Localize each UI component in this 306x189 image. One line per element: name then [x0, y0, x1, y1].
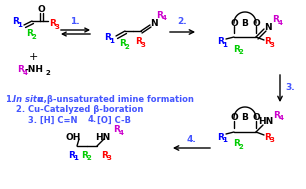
Text: HN: HN	[95, 133, 111, 143]
Text: α,β-unsaturated imine formation: α,β-unsaturated imine formation	[35, 95, 194, 105]
Text: 2: 2	[125, 44, 129, 50]
Text: 4: 4	[118, 130, 124, 136]
Text: OH: OH	[65, 133, 81, 143]
Text: 3: 3	[270, 137, 274, 143]
Text: 1: 1	[110, 38, 114, 44]
Text: 3: 3	[140, 42, 145, 48]
Text: 2: 2	[32, 34, 36, 40]
Text: [O] C-B: [O] C-B	[97, 115, 131, 125]
Text: R: R	[218, 37, 224, 46]
Text: R: R	[233, 44, 241, 53]
Text: 1: 1	[222, 42, 227, 48]
Text: N: N	[150, 19, 158, 28]
Text: In situ: In situ	[13, 95, 43, 105]
Text: R: R	[13, 18, 20, 26]
Text: 4.: 4.	[88, 115, 97, 125]
Text: 3.: 3.	[285, 84, 295, 92]
Text: 3: 3	[54, 24, 59, 30]
Text: 1.: 1.	[5, 95, 14, 105]
Text: -NH: -NH	[24, 66, 43, 74]
Text: R: R	[105, 33, 111, 43]
Text: R: R	[265, 37, 271, 46]
Text: O: O	[38, 5, 45, 13]
Text: 1.: 1.	[70, 18, 80, 26]
Text: R: R	[27, 29, 33, 39]
Text: N: N	[264, 22, 272, 32]
Text: 4: 4	[278, 115, 283, 121]
Text: 2: 2	[46, 70, 50, 76]
Text: 1: 1	[17, 22, 22, 28]
Text: R: R	[82, 150, 88, 160]
Text: O: O	[230, 114, 238, 122]
Text: 1: 1	[222, 137, 227, 143]
Text: R: R	[265, 132, 271, 142]
Text: R: R	[114, 125, 121, 135]
Text: 4: 4	[23, 70, 28, 76]
Text: 4: 4	[278, 20, 282, 26]
Text: O: O	[252, 114, 260, 122]
Text: 3: 3	[106, 155, 111, 161]
Text: 4: 4	[162, 15, 166, 21]
Text: R: R	[102, 150, 108, 160]
Text: R: R	[273, 15, 279, 25]
Text: 1: 1	[73, 155, 78, 161]
Text: R: R	[233, 139, 241, 149]
Text: B: B	[241, 114, 248, 122]
Text: 2: 2	[239, 49, 243, 55]
Text: O: O	[230, 19, 238, 28]
Text: 2.: 2.	[177, 18, 187, 26]
Text: R: R	[157, 11, 163, 19]
Text: R: R	[120, 40, 126, 49]
Text: R: R	[69, 150, 76, 160]
Text: HN: HN	[258, 118, 274, 126]
Text: 2: 2	[239, 144, 243, 150]
Text: 2: 2	[87, 155, 91, 161]
Text: 3. [H] C=N: 3. [H] C=N	[28, 115, 83, 125]
Text: R: R	[17, 66, 24, 74]
Text: 3: 3	[270, 42, 274, 48]
Text: R: R	[274, 111, 280, 119]
Text: R: R	[218, 132, 224, 142]
Text: +: +	[28, 52, 38, 62]
Text: R: R	[50, 19, 56, 29]
Text: O: O	[252, 19, 260, 28]
Text: 2. Cu-Catalyzed β-boration: 2. Cu-Catalyzed β-boration	[16, 105, 144, 115]
Text: 4.: 4.	[186, 135, 196, 143]
Text: R: R	[136, 37, 142, 46]
Text: B: B	[241, 19, 248, 28]
